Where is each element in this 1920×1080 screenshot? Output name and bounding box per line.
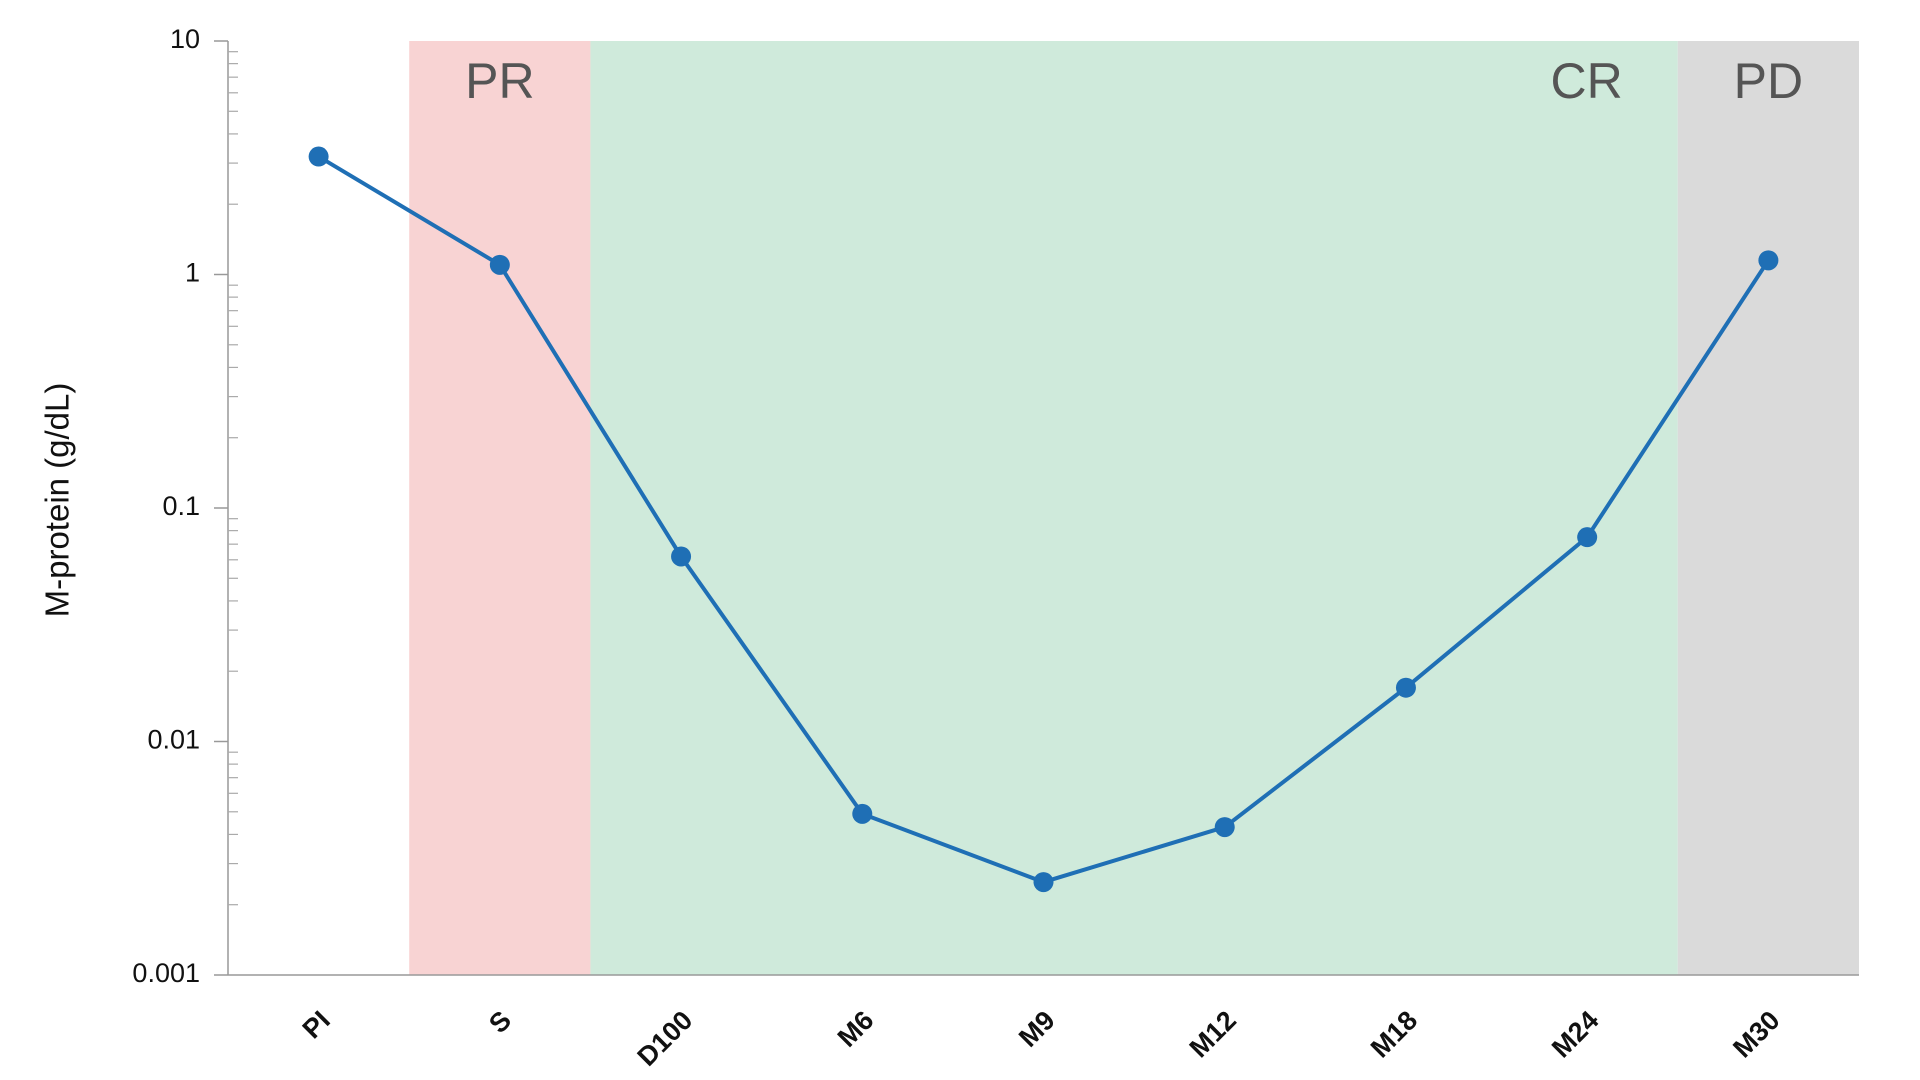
x-tick-label: M30 [1727, 1005, 1785, 1063]
y-tick-label: 0.01 [147, 725, 200, 755]
x-tick-label: M24 [1546, 1005, 1604, 1063]
x-tick-label: S [483, 1005, 517, 1039]
y-tick-label: 0.001 [132, 958, 200, 988]
region-label: CR [1551, 53, 1623, 109]
data-point [1214, 817, 1235, 838]
x-tick-label: PI [297, 1005, 336, 1044]
data-point [1577, 527, 1598, 548]
x-tick-label: D100 [631, 1005, 698, 1072]
data-point [852, 803, 873, 824]
y-tick-label: 10 [170, 24, 200, 54]
region [590, 41, 1678, 975]
x-tick-label: M12 [1184, 1005, 1242, 1063]
region-label: PD [1734, 53, 1803, 109]
data-point [489, 254, 510, 275]
y-axis-title: M-protein (g/dL) [39, 383, 76, 618]
x-tick-label: M18 [1365, 1005, 1423, 1063]
y-tick-label: 1 [185, 258, 200, 288]
x-tick-label: M9 [1013, 1005, 1061, 1053]
data-point [1758, 250, 1779, 271]
region-label: PR [465, 53, 534, 109]
y-tick-label: 0.1 [162, 491, 200, 521]
data-point [1395, 677, 1416, 698]
region [1677, 41, 1859, 975]
data-point [671, 546, 692, 567]
data-point [308, 146, 329, 167]
data-point [1033, 872, 1054, 893]
x-tick-label: M6 [832, 1005, 880, 1053]
region [409, 41, 591, 975]
